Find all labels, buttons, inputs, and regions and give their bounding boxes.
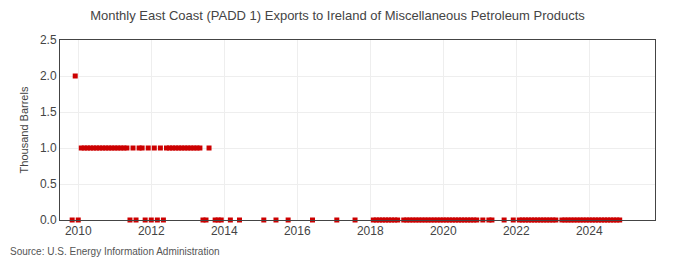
- svg-text:2012: 2012: [138, 224, 165, 238]
- svg-text:2010: 2010: [65, 224, 92, 238]
- svg-text:Monthly East Coast (PADD 1) Ex: Monthly East Coast (PADD 1) Exports to I…: [90, 8, 585, 23]
- svg-text:2024: 2024: [576, 224, 603, 238]
- svg-text:0.5: 0.5: [40, 177, 57, 191]
- svg-text:1.5: 1.5: [40, 105, 57, 119]
- svg-text:0.0: 0.0: [40, 213, 57, 227]
- svg-text:2020: 2020: [430, 224, 457, 238]
- svg-text:Source: U.S. Energy Informatio: Source: U.S. Energy Information Administ…: [10, 246, 220, 257]
- svg-text:1.0: 1.0: [40, 141, 57, 155]
- svg-text:2.5: 2.5: [40, 33, 57, 47]
- svg-text:2.0: 2.0: [40, 69, 57, 83]
- svg-text:Thousand Barrels: Thousand Barrels: [18, 86, 30, 173]
- svg-text:2016: 2016: [284, 224, 311, 238]
- svg-text:2018: 2018: [357, 224, 384, 238]
- svg-text:2022: 2022: [503, 224, 530, 238]
- svg-text:2014: 2014: [211, 224, 238, 238]
